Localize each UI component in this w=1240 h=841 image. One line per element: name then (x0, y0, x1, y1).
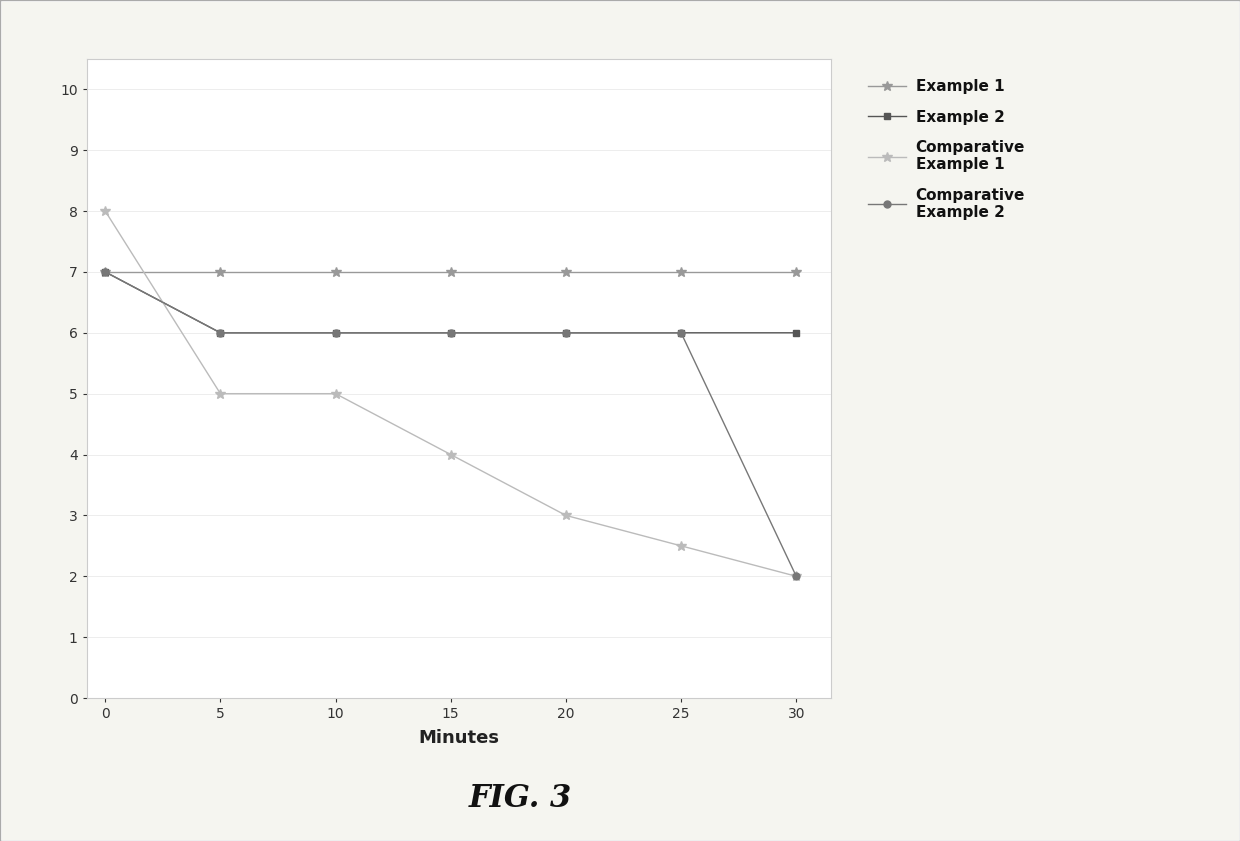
Comparative
Example 1 (558, 510, 573, 521)
Text: FIG. 3: FIG. 3 (469, 784, 573, 814)
Example 2 (98, 267, 113, 277)
Comparative
Example 1 (98, 206, 113, 216)
Line: Comparative
Example 1: Comparative Example 1 (100, 206, 801, 581)
Comparative
Example 2 (789, 571, 804, 581)
Line: Comparative
Example 2: Comparative Example 2 (102, 268, 800, 579)
Comparative
Example 2 (329, 328, 343, 338)
Comparative
Example 1 (329, 389, 343, 399)
Comparative
Example 2 (443, 328, 458, 338)
Comparative
Example 1 (789, 571, 804, 581)
Comparative
Example 1 (443, 449, 458, 459)
Example 1 (789, 267, 804, 277)
Example 2 (213, 328, 228, 338)
Line: Example 2: Example 2 (102, 268, 800, 336)
Comparative
Example 2 (673, 328, 688, 338)
Example 1 (329, 267, 343, 277)
Example 1 (558, 267, 573, 277)
Example 2 (789, 328, 804, 338)
X-axis label: Minutes: Minutes (418, 729, 500, 748)
Example 2 (558, 328, 573, 338)
Comparative
Example 1 (213, 389, 228, 399)
Example 2 (673, 328, 688, 338)
Example 1 (443, 267, 458, 277)
Comparative
Example 2 (98, 267, 113, 277)
Comparative
Example 1 (673, 541, 688, 551)
Comparative
Example 2 (558, 328, 573, 338)
Example 1 (98, 267, 113, 277)
Example 2 (443, 328, 458, 338)
Example 1 (673, 267, 688, 277)
Legend: Example 1, Example 2, Comparative
Example 1, Comparative
Example 2: Example 1, Example 2, Comparative Exampl… (868, 79, 1025, 220)
Line: Example 1: Example 1 (100, 267, 801, 277)
Comparative
Example 2 (213, 328, 228, 338)
Example 1 (213, 267, 228, 277)
Example 2 (329, 328, 343, 338)
